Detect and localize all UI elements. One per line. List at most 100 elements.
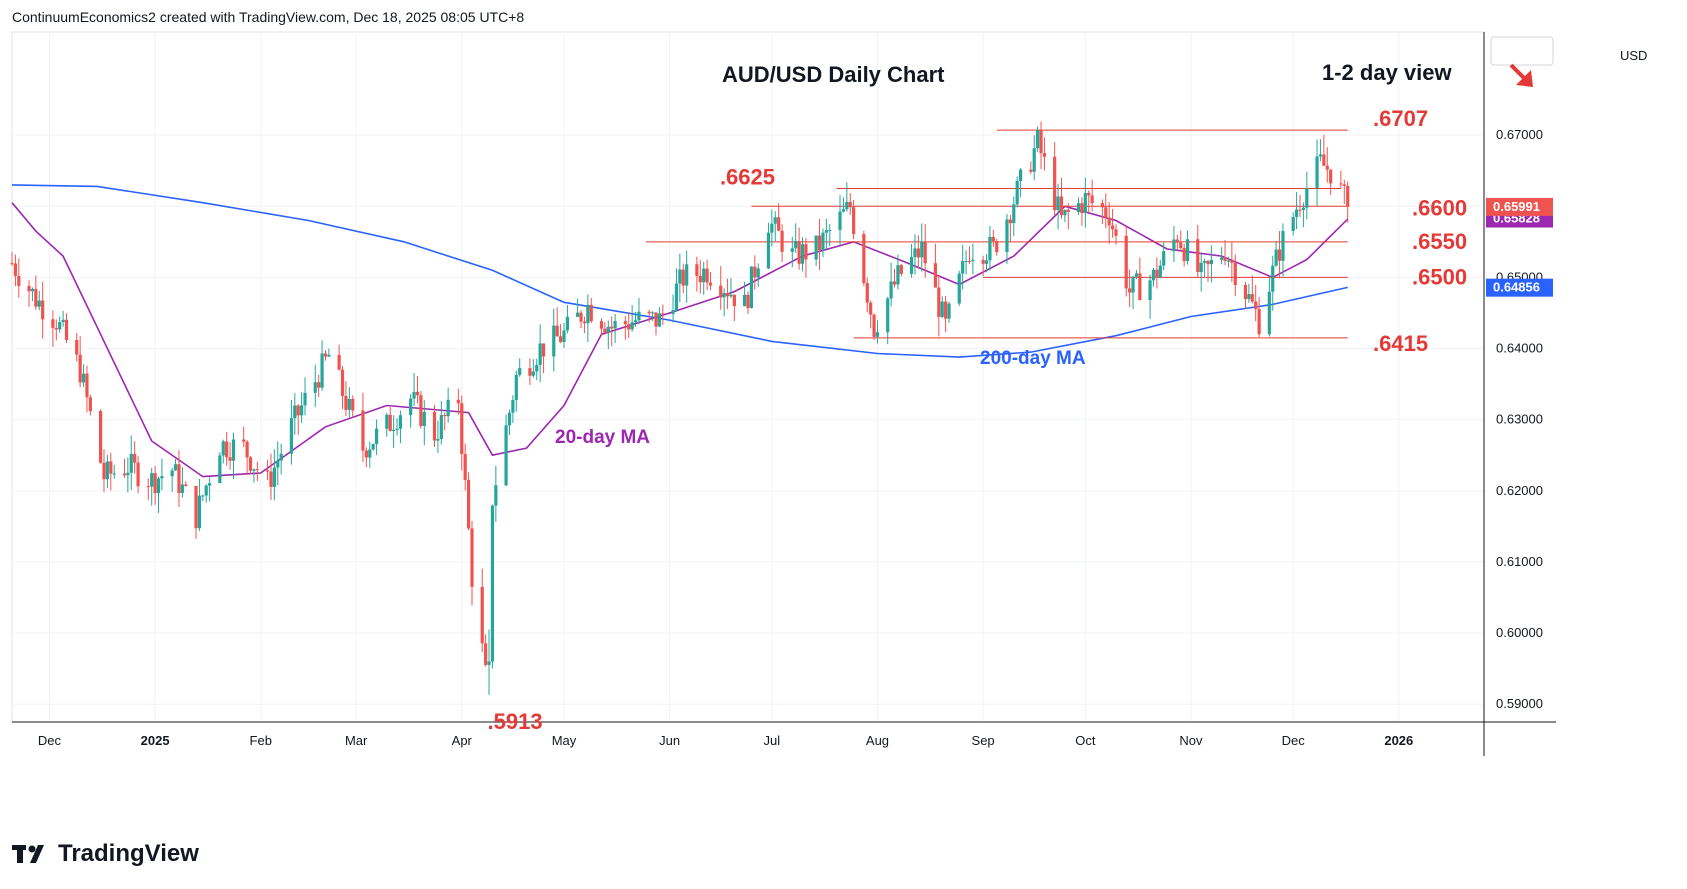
candle <box>1220 247 1224 265</box>
currency-label: USD <box>1620 48 1647 63</box>
candle <box>610 316 614 347</box>
x-tick-label: 2026 <box>1384 733 1413 748</box>
candle-body <box>1329 169 1333 184</box>
candle <box>531 359 535 378</box>
candle-body <box>276 460 280 468</box>
candle-body <box>766 232 771 269</box>
candle-body <box>991 236 995 242</box>
candle-body <box>112 473 116 475</box>
candle-body <box>947 303 951 319</box>
candle <box>146 478 150 501</box>
candle-body <box>1138 273 1142 301</box>
candle <box>630 305 634 332</box>
candle <box>78 336 82 388</box>
candle-body <box>746 294 750 309</box>
candle-body <box>85 373 89 398</box>
candle <box>913 234 917 275</box>
candle <box>385 412 389 437</box>
candle <box>1018 167 1023 198</box>
candle <box>153 465 157 505</box>
candle-body <box>1291 216 1295 231</box>
down-arrow-icon <box>1509 63 1533 87</box>
candle <box>344 381 348 416</box>
candle <box>81 364 86 388</box>
candle <box>480 568 484 653</box>
candle <box>368 441 372 468</box>
candle-body <box>1012 204 1016 224</box>
candle <box>1158 260 1162 279</box>
candle <box>800 237 805 272</box>
candle <box>317 374 321 398</box>
candle <box>279 443 283 475</box>
candle-body <box>398 415 403 429</box>
candle-body <box>1254 301 1258 310</box>
candle <box>729 277 733 299</box>
candle-body <box>156 478 161 494</box>
candle <box>276 441 280 486</box>
candle-body <box>886 298 890 333</box>
candle <box>177 450 181 507</box>
candle <box>37 290 41 311</box>
candle <box>460 395 464 471</box>
candle-body <box>661 313 665 315</box>
candle <box>742 281 747 307</box>
candle-body <box>228 457 232 461</box>
candle-body <box>395 428 399 430</box>
candle <box>85 365 89 413</box>
candle <box>296 404 300 435</box>
candle-body <box>1076 203 1081 213</box>
candle-body <box>565 316 570 331</box>
candle-body <box>1039 129 1043 154</box>
candle <box>504 414 508 487</box>
candle-body <box>289 418 294 454</box>
candle <box>1039 121 1043 170</box>
candle <box>272 449 276 501</box>
candle-body <box>1315 156 1319 188</box>
x-tick-label: Nov <box>1179 733 1203 748</box>
candle-body <box>708 282 713 286</box>
candle <box>194 485 198 539</box>
candle-body <box>1114 229 1118 236</box>
candle <box>613 313 617 344</box>
candle <box>872 313 876 341</box>
candle-body <box>1053 156 1057 211</box>
candle <box>1104 193 1108 229</box>
candle-body <box>1243 285 1248 300</box>
candle-body <box>204 485 208 496</box>
candle-body <box>225 441 229 458</box>
candles-layer <box>10 121 1350 695</box>
candle-body <box>303 392 307 406</box>
chart-svg[interactable]: 0.59000 0.60000 0.61000 0.62000 0.63000 0.640… <box>0 0 1687 830</box>
ma20-layer <box>11 202 1349 478</box>
candle <box>995 238 999 256</box>
candle-body <box>344 395 348 410</box>
candle-body <box>756 268 760 278</box>
candle-body <box>1087 192 1091 196</box>
candle-body <box>804 244 808 260</box>
candle-body <box>507 412 512 426</box>
candle-body <box>422 411 426 426</box>
candle-body <box>1018 169 1023 181</box>
candle-body <box>872 314 876 337</box>
candle-body <box>654 312 658 327</box>
candle-body <box>364 450 368 458</box>
candle-body <box>1257 309 1261 335</box>
candle <box>650 311 655 322</box>
y-tick-label: 0.59000 <box>1496 696 1543 711</box>
candle <box>1008 214 1012 242</box>
candle <box>1329 169 1333 195</box>
candle-body <box>1305 187 1309 208</box>
candle-body <box>964 260 968 262</box>
candle-body <box>800 244 805 264</box>
last-price-tag: 0.65991 <box>1493 199 1540 214</box>
candle <box>1325 147 1329 183</box>
candle-body <box>272 467 276 487</box>
candle <box>1172 226 1176 262</box>
candle <box>456 388 460 415</box>
candle <box>838 194 842 245</box>
candle <box>511 395 515 424</box>
candle <box>1138 257 1142 301</box>
candle <box>1342 179 1346 204</box>
candle <box>439 400 443 445</box>
candle-body <box>579 312 583 322</box>
